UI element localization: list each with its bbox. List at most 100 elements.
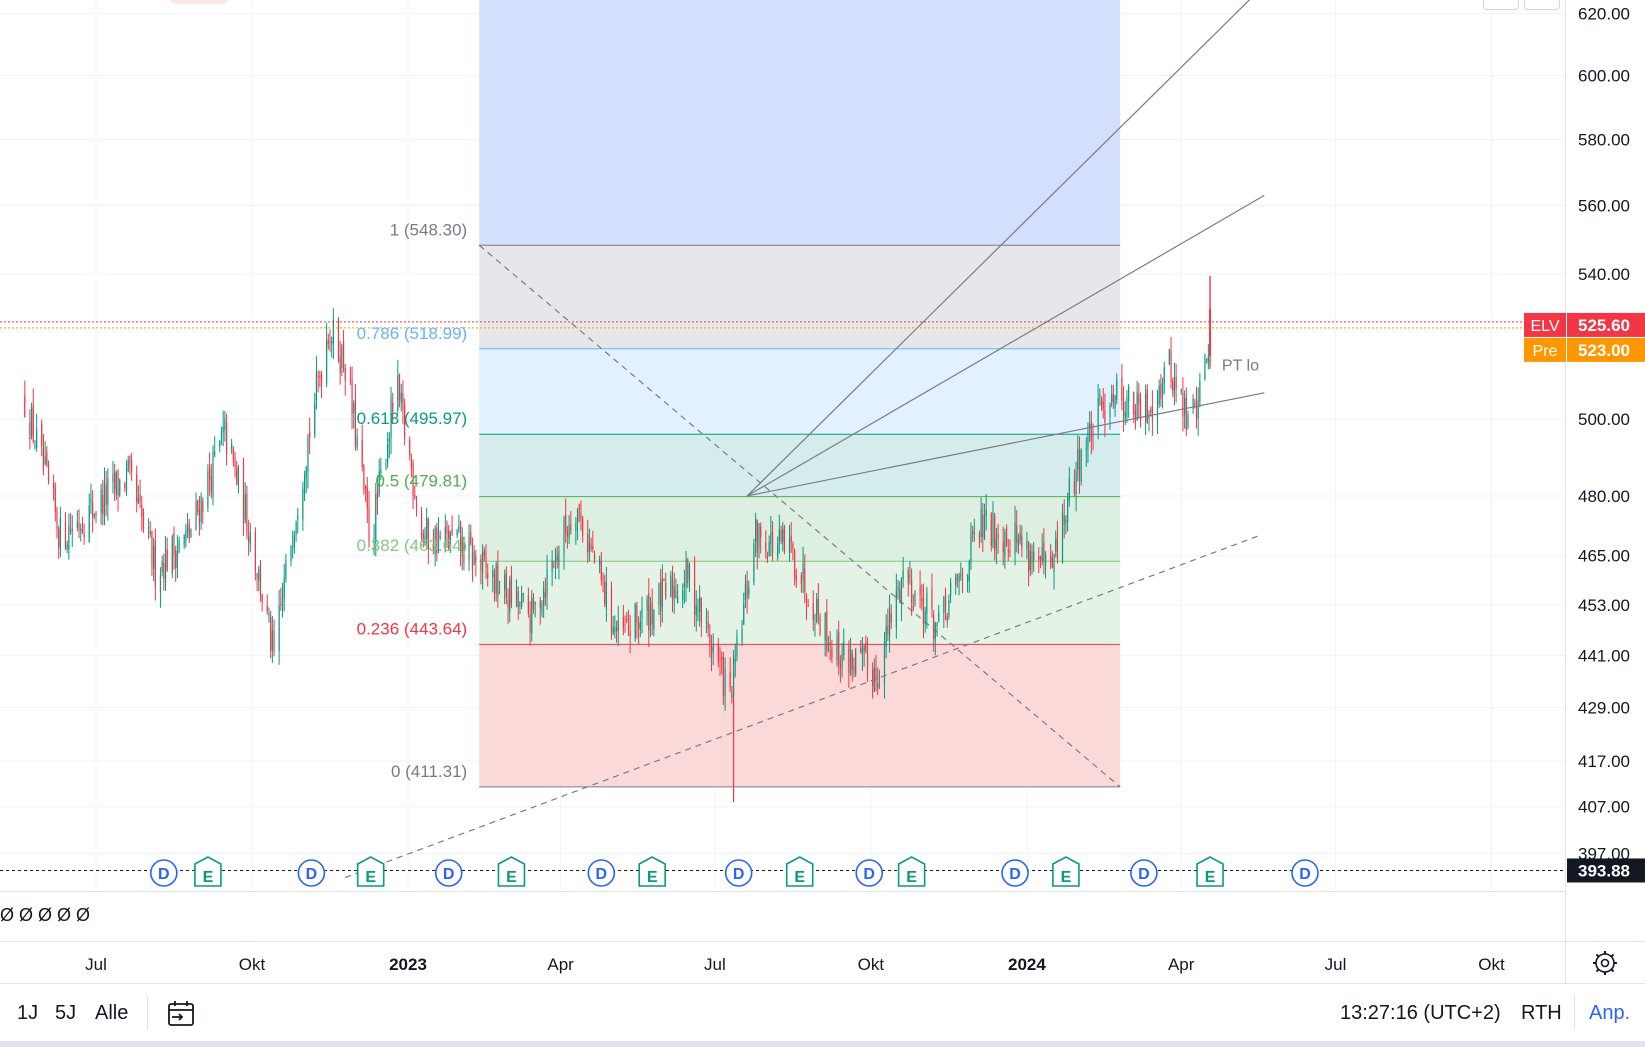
candle-body <box>1009 551 1011 553</box>
candle-body <box>266 605 268 611</box>
candle-body <box>839 662 841 670</box>
candle-body <box>968 561 970 581</box>
earnings-marker[interactable]: E <box>497 856 526 887</box>
candle-body <box>794 550 796 578</box>
trend-line-mid[interactable] <box>746 194 1265 497</box>
candle-body <box>166 549 168 571</box>
candle-body <box>765 542 767 552</box>
adjust-button[interactable]: Anp. <box>1589 1002 1631 1024</box>
settings-gear-icon[interactable] <box>1593 951 1617 975</box>
candle-body <box>468 537 470 561</box>
dividend-marker[interactable]: D <box>1001 859 1029 887</box>
candle-body <box>838 631 840 664</box>
support-trend-line[interactable] <box>345 535 1260 879</box>
candle-body <box>424 535 426 544</box>
rth-session-toggle[interactable]: RTH <box>1521 1002 1562 1024</box>
candle-body <box>137 497 139 504</box>
candle-body <box>507 599 509 608</box>
earnings-marker[interactable]: E <box>194 856 222 887</box>
price-tag-box <box>1567 858 1645 883</box>
fib-level-label: 0.5 (479.81) <box>376 472 468 491</box>
candle-body <box>54 488 56 512</box>
candle-body <box>1044 554 1047 566</box>
candle-body <box>1112 393 1114 403</box>
dividend-marker[interactable]: D <box>724 859 753 887</box>
candle-body <box>368 507 370 542</box>
fib-zone <box>479 496 1121 562</box>
dividend-marker[interactable]: D <box>855 859 884 887</box>
dividend-marker[interactable]: D <box>297 859 326 887</box>
candle-body <box>458 526 460 530</box>
candle-body <box>103 482 106 518</box>
candle-body <box>1017 539 1020 547</box>
annotation-label[interactable]: PT lo <box>1222 358 1259 375</box>
price-chart[interactable]: 1 (548.30) 0.786 (518.99) 0.618 (495.97) 0.… <box>0 0 1645 983</box>
dividend-marker[interactable]: D <box>1130 859 1158 887</box>
earnings-marker[interactable]: E <box>1052 856 1080 887</box>
candle-body <box>861 647 864 655</box>
candle-body <box>344 368 346 381</box>
candle-body <box>534 601 536 604</box>
candle-body <box>587 534 589 552</box>
fib-trend-line <box>478 244 1121 788</box>
candle-body <box>183 534 185 545</box>
candle-body <box>105 484 107 505</box>
candle-body <box>961 576 964 579</box>
candle-body <box>173 532 175 556</box>
candle-body <box>1184 398 1186 416</box>
candle-body <box>47 464 50 482</box>
candle-body <box>756 520 758 553</box>
candle-body <box>1102 401 1104 409</box>
fibonacci-labels: 1 (548.30) 0.786 (518.99) 0.618 (495.97) 0.… <box>357 220 468 781</box>
candle-body <box>504 574 506 590</box>
candle-body <box>878 685 880 687</box>
trend-line-pt-hi[interactable] <box>746 0 1251 497</box>
candle-body <box>244 494 246 520</box>
range-1j-button[interactable]: 1J <box>17 1002 39 1024</box>
price-tag-name: ELV <box>1530 318 1559 335</box>
candlestick-series <box>24 275 1212 803</box>
candle-body <box>814 623 816 625</box>
candle-body <box>800 574 802 585</box>
candle-body <box>790 535 792 543</box>
toolbar-button[interactable] <box>1483 0 1519 10</box>
dividend-marker[interactable]: D <box>434 859 463 887</box>
fibonacci-retracement[interactable] <box>478 0 1121 788</box>
candle-body <box>983 515 986 539</box>
candle-body <box>1182 393 1184 417</box>
earnings-marker[interactable]: E <box>897 856 926 887</box>
trend-line-pt-lo[interactable] <box>747 392 1265 497</box>
candle-body <box>802 563 804 580</box>
toolbar-button[interactable] <box>1524 0 1560 10</box>
dividend-marker[interactable]: D <box>1291 859 1319 887</box>
candle-body <box>600 561 602 581</box>
dividend-marker[interactable]: D <box>587 859 616 887</box>
dividend-marker[interactable]: D <box>150 859 178 887</box>
earnings-marker[interactable]: E <box>638 856 666 887</box>
candle-body <box>390 397 392 438</box>
earnings-marker[interactable]: E <box>785 856 814 887</box>
earnings-marker[interactable]: E <box>356 856 385 887</box>
candle-body <box>948 599 950 617</box>
bottom-toolbar: 1J 5J Alle 13:27:16 (UTC+2) RTH Anp. <box>0 983 1645 1042</box>
time-axis[interactable]: Jul Okt 2023 Apr Jul Okt 2024 Apr Jul Okt <box>85 955 1505 974</box>
calendar-goto-icon[interactable] <box>166 998 196 1028</box>
candle-body <box>1206 359 1208 361</box>
candle-body <box>1194 403 1196 405</box>
candle-body <box>829 642 831 646</box>
candle-body <box>1002 542 1004 553</box>
candle-body <box>387 443 389 464</box>
candle-body <box>141 504 143 517</box>
candle-body <box>59 517 61 550</box>
candle-body <box>1126 397 1128 418</box>
candle-body <box>1087 430 1089 450</box>
range-all-button[interactable]: Alle <box>95 1002 129 1024</box>
range-5j-button[interactable]: 5J <box>55 1002 77 1024</box>
clock-display[interactable]: 13:27:16 (UTC+2) <box>1340 1002 1501 1024</box>
candle-body <box>580 513 582 519</box>
candle-body <box>1148 413 1150 420</box>
candle-body <box>768 542 770 557</box>
earnings-marker[interactable]: E <box>1196 856 1224 887</box>
candle-body <box>1128 386 1130 402</box>
